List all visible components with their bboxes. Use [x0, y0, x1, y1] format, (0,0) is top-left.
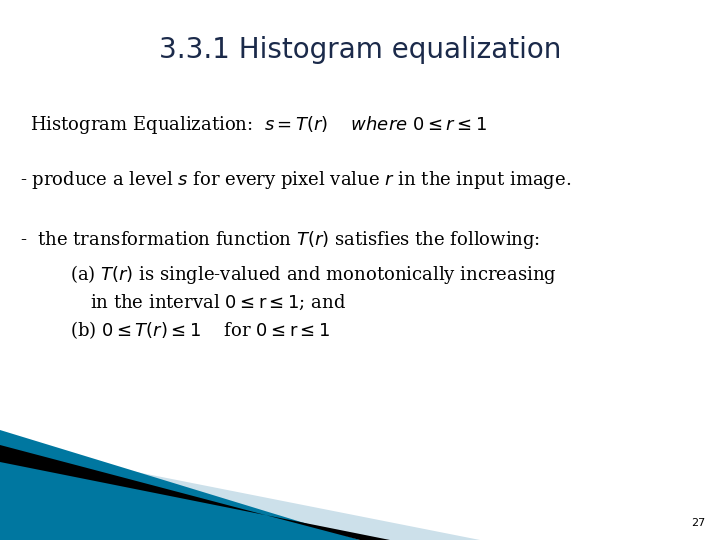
- Text: (b) $0 \leq T(r) \leq 1$    for $0 \leq \mathrm{r} \leq 1$: (b) $0 \leq T(r) \leq 1$ for $0 \leq \ma…: [70, 319, 330, 341]
- Polygon shape: [0, 445, 480, 540]
- Text: Histogram Equalization:  $s = T(r)$    $\mathit{where}\ 0 \leq r \leq 1$: Histogram Equalization: $s = T(r)$ $\mat…: [30, 114, 487, 136]
- Text: 3.3.1 Histogram equalization: 3.3.1 Histogram equalization: [159, 36, 561, 64]
- Text: in the interval $0 \leq \mathrm{r} \leq 1$; and: in the interval $0 \leq \mathrm{r} \leq …: [90, 292, 346, 312]
- Text: 27: 27: [690, 518, 705, 528]
- Polygon shape: [0, 430, 360, 540]
- Text: -  the transformation function $T(r)$ satisfies the following:: - the transformation function $T(r)$ sat…: [20, 229, 540, 251]
- Text: - produce a level $s$ for every pixel value $r$ in the input image.: - produce a level $s$ for every pixel va…: [20, 169, 571, 191]
- Polygon shape: [0, 445, 390, 540]
- Text: (a) $T(r)$ is single-valued and monotonically increasing: (a) $T(r)$ is single-valued and monotoni…: [70, 264, 557, 287]
